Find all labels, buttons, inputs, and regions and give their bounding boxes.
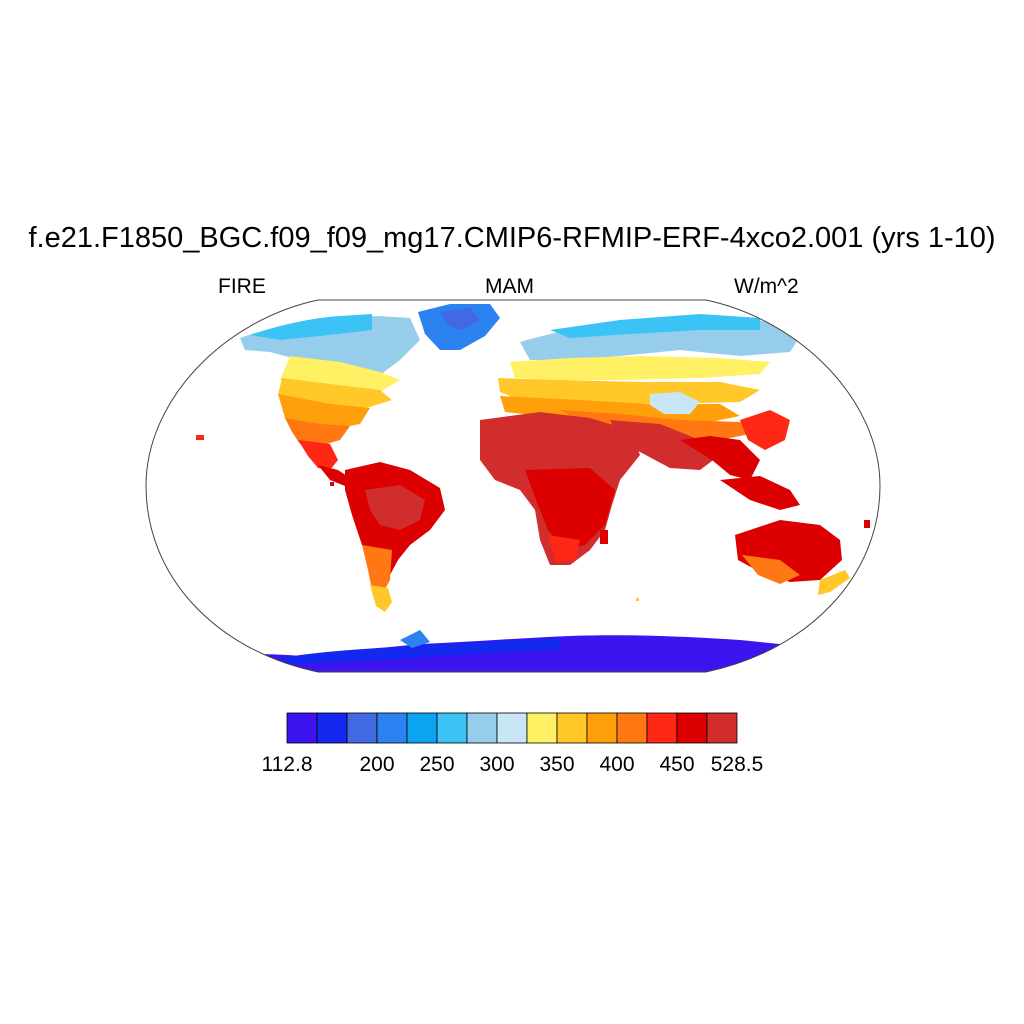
colorbar-swatch (526, 712, 558, 744)
tibet (650, 392, 700, 414)
map-border (145, 299, 881, 673)
colorbar-swatch (406, 712, 438, 744)
colorbar-swatch (676, 712, 708, 744)
colorbar-swatch (706, 712, 738, 744)
colorbar-tick-label: 400 (599, 753, 634, 776)
colorbar-swatch (346, 712, 378, 744)
colorbar-tick-label: 450 (659, 753, 694, 776)
colorbar-swatch (556, 712, 588, 744)
colorbar-tick-label: 200 (359, 753, 394, 776)
variable-label: FIRE (218, 275, 266, 298)
colorbar-swatch (286, 712, 318, 744)
colorbar-swatch (316, 712, 348, 744)
antarctica (146, 635, 880, 672)
colorbar-swatch (616, 712, 648, 744)
colorbar-swatch (646, 712, 678, 744)
colorbar-tick-label: 350 (539, 753, 574, 776)
colorbar-swatch (376, 712, 408, 744)
colorbar: 112.8 200 250 300 350 400 450 528.5 (262, 712, 764, 776)
colorbar-swatch (466, 712, 498, 744)
units-label: W/m^2 (734, 275, 799, 298)
colorbar-tick-label: 300 (479, 753, 514, 776)
season-label: MAM (485, 275, 534, 298)
colorbar-swatch (496, 712, 528, 744)
colorbar-tick-label: 250 (419, 753, 454, 776)
colorbar-swatch (436, 712, 468, 744)
colorbar-swatch (586, 712, 618, 744)
plot-title: f.e21.F1850_BGC.f09_f09_mg17.CMIP6-RFMIP… (28, 222, 996, 254)
colorbar-tick-label: 528.5 (711, 753, 764, 776)
map-fill (146, 304, 880, 672)
colorbar-tick-label: 112.8 (262, 753, 313, 776)
